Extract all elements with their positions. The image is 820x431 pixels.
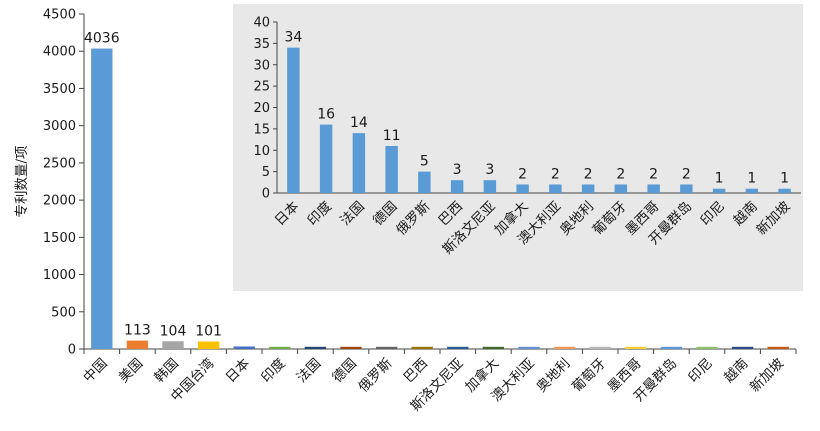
bar bbox=[375, 346, 398, 349]
inset-bar bbox=[516, 184, 529, 193]
inset-bar bbox=[680, 184, 693, 193]
inset-data-label: 1 bbox=[747, 171, 756, 187]
x-tick-label: 美国 bbox=[116, 356, 146, 386]
y-tick-label: 4500 bbox=[43, 8, 76, 23]
inset-data-label: 34 bbox=[284, 30, 302, 46]
inset-data-label: 2 bbox=[551, 166, 560, 182]
y-tick-label: 3500 bbox=[43, 82, 76, 97]
inset-bar bbox=[418, 171, 431, 193]
bar bbox=[518, 346, 540, 349]
x-tick-label: 印度 bbox=[258, 356, 288, 386]
inset-bar bbox=[614, 184, 628, 193]
bar bbox=[411, 346, 433, 349]
x-tick-label: 俄罗斯 bbox=[355, 356, 395, 396]
bar bbox=[625, 346, 647, 349]
y-tick-label: 500 bbox=[51, 305, 76, 320]
inset-data-label: 5 bbox=[420, 154, 429, 170]
bar bbox=[126, 340, 149, 349]
x-tick-label: 印尼 bbox=[685, 356, 715, 386]
x-tick-label: 奥地利 bbox=[533, 355, 574, 396]
inset-data-label: 16 bbox=[317, 107, 335, 123]
inset-data-label: 2 bbox=[682, 166, 691, 182]
inset-bar bbox=[581, 184, 595, 193]
x-tick-label: 法国 bbox=[294, 356, 324, 386]
inset-y-tick-label: 30 bbox=[253, 58, 270, 73]
inset-y-tick-label: 25 bbox=[253, 80, 270, 95]
inset-bar bbox=[712, 188, 726, 193]
inset-bar bbox=[745, 188, 759, 193]
inset-data-label: 3 bbox=[485, 162, 494, 178]
y-tick-label: 1000 bbox=[43, 268, 76, 283]
x-tick-label: 越南 bbox=[721, 356, 751, 386]
bar bbox=[197, 341, 220, 349]
y-tick-label: 0 bbox=[68, 343, 76, 358]
inset-y-tick-label: 40 bbox=[253, 16, 270, 31]
inset-y-tick-label: 10 bbox=[253, 144, 270, 159]
bar bbox=[340, 346, 362, 349]
data-label: 4036 bbox=[84, 31, 120, 47]
inset-bar bbox=[778, 188, 791, 193]
y-tick-label: 4000 bbox=[43, 45, 76, 60]
data-label: 113 bbox=[124, 323, 151, 339]
inset-bar bbox=[385, 145, 398, 193]
y-tick-label: 2500 bbox=[43, 156, 76, 171]
y-axis-title: 专利数量/项 bbox=[14, 145, 30, 217]
x-tick-label: 德国 bbox=[329, 356, 359, 386]
x-tick-label: 日本 bbox=[223, 355, 254, 386]
bar bbox=[91, 48, 113, 349]
bar bbox=[553, 346, 576, 349]
inset-y-tick-label: 20 bbox=[253, 101, 270, 116]
data-label: 101 bbox=[195, 323, 222, 339]
inset-y-tick-label: 35 bbox=[253, 37, 270, 52]
x-tick-label: 韩国 bbox=[151, 356, 181, 386]
inset-data-label: 1 bbox=[780, 171, 789, 187]
inset-data-label: 2 bbox=[616, 166, 625, 182]
inset-bar bbox=[287, 47, 300, 194]
inset-data-label: 11 bbox=[383, 128, 401, 144]
bar bbox=[269, 346, 291, 349]
y-tick-label: 1500 bbox=[43, 231, 76, 246]
x-tick-label: 葡萄牙 bbox=[569, 356, 609, 396]
inset-bar bbox=[450, 180, 464, 193]
inset-y-tick-label: 5 bbox=[262, 165, 270, 180]
bar bbox=[767, 346, 789, 349]
data-label: 104 bbox=[160, 323, 187, 339]
bar bbox=[731, 346, 754, 349]
x-tick-label: 巴西 bbox=[401, 356, 431, 386]
inset-data-label: 1 bbox=[715, 171, 724, 187]
bar bbox=[660, 346, 683, 349]
inset-bar bbox=[647, 184, 660, 193]
inset-data-label: 2 bbox=[649, 166, 658, 182]
inset-bar bbox=[352, 133, 366, 193]
inset-y-tick-label: 15 bbox=[253, 122, 270, 137]
inset-bar bbox=[319, 124, 333, 193]
bar bbox=[589, 346, 611, 349]
inset-y-tick-label: 0 bbox=[262, 187, 270, 202]
inset-data-label: 2 bbox=[584, 166, 593, 182]
y-tick-label: 3000 bbox=[43, 119, 76, 134]
inset-bar bbox=[483, 180, 497, 193]
inset-data-label: 2 bbox=[518, 166, 527, 182]
inset-data-label: 3 bbox=[453, 162, 462, 178]
bar bbox=[304, 346, 327, 349]
x-tick-label: 中国 bbox=[80, 356, 110, 386]
bar bbox=[233, 346, 255, 349]
inset-bar bbox=[549, 184, 562, 193]
inset-chart: 051015202530354034日本16印度14法国11德国5俄罗斯3巴西3… bbox=[233, 4, 803, 291]
y-tick-label: 2000 bbox=[43, 194, 76, 209]
bar bbox=[482, 346, 505, 349]
x-tick-label: 新加坡 bbox=[747, 355, 787, 395]
bar bbox=[162, 341, 184, 349]
inset-background bbox=[233, 4, 803, 291]
bar bbox=[447, 346, 469, 349]
inset-data-label: 14 bbox=[350, 115, 368, 131]
bar bbox=[696, 346, 718, 349]
